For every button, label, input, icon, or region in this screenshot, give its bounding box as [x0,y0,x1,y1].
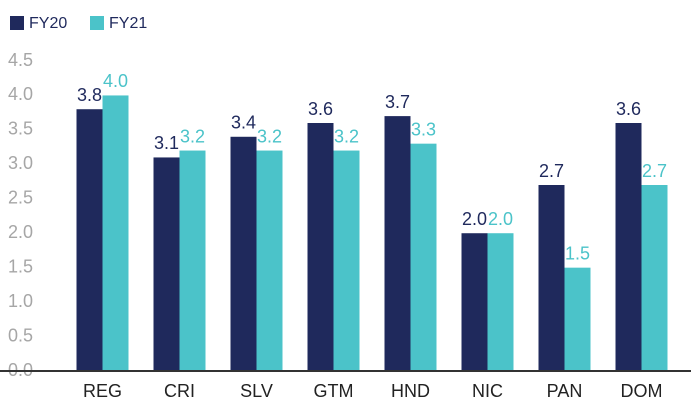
data-label: 2.0 [462,209,487,229]
x-tick-label: NIC [472,381,503,401]
bar [384,116,411,371]
bar [410,143,437,371]
bar [230,136,257,371]
legend-label: FY21 [109,15,147,32]
x-tick-label: SLV [240,381,273,401]
bar [615,123,642,371]
bar [256,150,283,371]
y-tick-label: 0.0 [8,360,33,380]
bar [307,123,334,371]
x-tick-label: GTM [314,381,354,401]
bar [564,267,591,371]
data-label: 3.4 [231,113,256,133]
data-label: 2.7 [642,161,667,181]
data-label: 2.0 [488,209,513,229]
bar [538,185,565,371]
data-label: 3.2 [257,126,282,146]
bar [461,233,488,371]
x-tick-label: CRI [164,381,195,401]
x-tick-label: HND [391,381,430,401]
data-label: 3.6 [616,99,641,119]
bar [333,150,360,371]
data-label: 3.1 [154,133,179,153]
legend-swatch [10,16,24,30]
bar [487,233,514,371]
data-label: 3.8 [77,85,102,105]
y-tick-label: 2.0 [8,222,33,242]
data-label: 1.5 [565,243,590,263]
y-tick-label: 3.0 [8,153,33,173]
x-tick-label: REG [83,381,122,401]
y-tick-label: 4.5 [8,50,33,70]
bar [641,185,668,371]
bar [102,95,129,371]
legend-swatch [90,16,104,30]
data-label: 4.0 [103,71,128,91]
y-tick-label: 4.0 [8,84,33,104]
bar [76,109,103,371]
y-tick-label: 2.5 [8,188,33,208]
bar [179,150,206,371]
bar [153,157,180,371]
data-label: 3.2 [180,126,205,146]
legend-label: FY20 [29,15,67,32]
y-tick-label: 1.0 [8,291,33,311]
data-label: 3.6 [308,99,333,119]
y-tick-label: 3.5 [8,119,33,139]
data-label: 2.7 [539,161,564,181]
y-tick-label: 1.5 [8,256,33,276]
x-tick-label: DOM [621,381,663,401]
data-label: 3.7 [385,92,410,112]
data-label: 3.2 [334,126,359,146]
x-tick-label: PAN [547,381,583,401]
data-label: 3.3 [411,119,436,139]
y-tick-label: 0.5 [8,325,33,345]
